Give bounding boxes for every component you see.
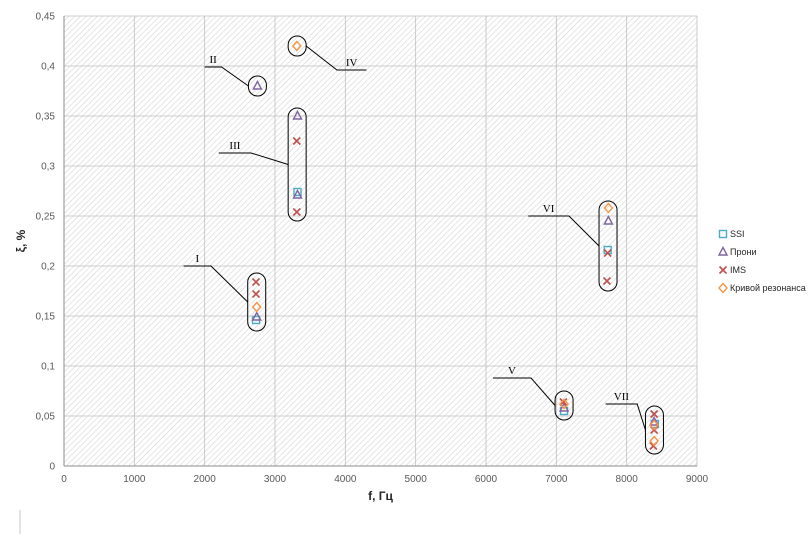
- x-tick-label: 5000: [405, 474, 428, 485]
- legend-marker: [718, 265, 728, 275]
- group-label: VI: [543, 203, 555, 215]
- legend-entry-label: SSI: [730, 229, 745, 239]
- x-tick-label: 3000: [264, 474, 287, 485]
- y-tick-label: 0,3: [41, 162, 55, 173]
- y-tick-label: 0,35: [36, 112, 56, 123]
- data-point-series-1: [292, 110, 303, 120]
- group-leader-line: [204, 66, 249, 87]
- data-point-series-2: [602, 276, 612, 286]
- y-axis-title: ξ, %: [14, 229, 28, 252]
- data-point-series-3: [649, 435, 660, 447]
- data-point-series-2: [251, 277, 261, 287]
- legend-marker: [718, 229, 728, 239]
- data-point-series-2: [292, 136, 301, 146]
- legend-marker: [718, 282, 728, 294]
- x-tick-label: 0: [61, 474, 67, 485]
- data-point-series-3: [559, 398, 570, 410]
- group-leader-line: [493, 377, 556, 406]
- data-point-series-1: [292, 189, 303, 199]
- x-tick-label: 2000: [194, 474, 217, 485]
- y-tick-label: 0,4: [41, 62, 55, 73]
- group-leader-line: [605, 403, 646, 431]
- x-axis-title: f, Гц: [368, 489, 393, 503]
- group-label: IV: [346, 57, 358, 69]
- group-label: II: [209, 54, 217, 66]
- group-label: V: [508, 365, 516, 377]
- x-tick-label: 8000: [616, 474, 639, 485]
- data-point-series-2: [603, 248, 612, 258]
- y-tick-label: 0,1: [41, 362, 55, 373]
- legend-marker: [717, 246, 729, 256]
- x-tick-label: 1000: [123, 474, 146, 485]
- legend: SSI Прони IMS Кривой резонанса: [717, 229, 806, 294]
- data-point-series-1: [251, 311, 262, 321]
- data-point-series-2: [650, 409, 659, 419]
- data-point-series-3: [291, 40, 302, 52]
- group-leader-line: [218, 152, 289, 165]
- x-tick-label: 4000: [334, 474, 357, 485]
- x-tick-label: 7000: [545, 474, 568, 485]
- legend-entry-label: IMS: [730, 265, 746, 275]
- data-point-series-2: [292, 207, 301, 217]
- y-tick-label: 0,15: [36, 312, 56, 323]
- legend-entry-label: Прони: [730, 247, 756, 257]
- data-point-series-1: [648, 416, 660, 426]
- y-tick-label: 0,25: [36, 212, 56, 223]
- legend-entry-label: Кривой резонанса: [730, 283, 806, 293]
- group-leader-line: [183, 265, 249, 303]
- data-point-series-3: [603, 202, 614, 214]
- group-label: III: [229, 140, 240, 152]
- group-leader-line: [305, 45, 367, 71]
- x-tick-label: 6000: [475, 474, 498, 485]
- x-tick-label: 9000: [686, 474, 709, 485]
- data-point-series-3: [251, 301, 262, 313]
- plot-area: [64, 16, 697, 466]
- y-tick-label: 0,45: [36, 12, 56, 23]
- y-tick-label: 0,05: [36, 412, 56, 423]
- data-point-series-1: [603, 215, 614, 225]
- group-leader-line: [528, 215, 600, 247]
- data-point-series-2: [251, 289, 261, 299]
- data-point-series-0: [293, 187, 302, 197]
- y-tick-label: 0,2: [41, 262, 55, 273]
- group-label: I: [195, 253, 199, 265]
- data-point-series-3: [649, 419, 660, 431]
- group-label: VII: [614, 391, 630, 403]
- y-tick-label: 0: [49, 462, 55, 473]
- data-point-series-1: [252, 80, 263, 90]
